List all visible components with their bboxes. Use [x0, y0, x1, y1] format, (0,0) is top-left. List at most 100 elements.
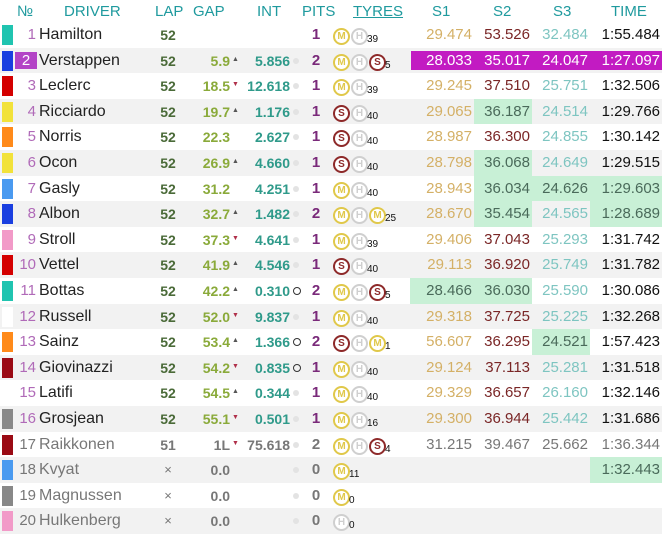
driver-name[interactable]: Sainz: [39, 333, 80, 351]
pit-count: 2: [311, 281, 321, 299]
sector-2-time: 35.017: [484, 51, 530, 69]
driver-name[interactable]: Albon: [39, 205, 80, 223]
lap-count: 52: [160, 410, 176, 427]
lap-count: 52: [160, 231, 176, 248]
table-row[interactable]: 20 Hulkenberg × 0.0 0 H 0: [0, 508, 662, 534]
driver-name[interactable]: Norris: [39, 128, 82, 146]
table-row[interactable]: 4 Ricciardo 52 19.7 ▲ 1.176 1 S H 40 29.065 36.187 2…: [0, 98, 662, 125]
table-row[interactable]: 9 Stroll 52 37.3 ▼ 4.641 1 M H 39 29.406 37.043 25.2…: [0, 227, 662, 253]
table-row[interactable]: 8 Albon 52 32.7 ▲ 1.482 2 M H M 25 28.670 35.454 24.5…: [0, 201, 662, 227]
col-header-no[interactable]: №: [17, 3, 34, 20]
table-row[interactable]: 15 Latifi 52 54.5 ▲ 0.344 1 M H 40 29.329 36.657 26.…: [0, 380, 662, 406]
driver-name[interactable]: Russell: [39, 307, 92, 325]
sector-1-time: [410, 483, 474, 509]
interval-value: 0.501: [254, 410, 290, 427]
col-header-pits[interactable]: PITS: [302, 3, 336, 20]
position-number: 1: [27, 26, 36, 43]
hard-tyre-icon: H: [351, 232, 368, 250]
sector-1-time: 28.943: [426, 179, 472, 197]
team-color-bar: [2, 434, 13, 455]
sector-2-time: [474, 483, 532, 509]
sector-2-time: 36.068: [474, 149, 532, 176]
driver-name[interactable]: Latifi: [39, 384, 73, 402]
pit-count: 1: [311, 26, 321, 43]
interval-value: 1.176: [254, 103, 290, 120]
medium-tyre-icon: M: [369, 335, 386, 353]
gap-value: 5.9: [210, 52, 230, 69]
table-row[interactable]: 7 Gasly 52 31.2 4.251 1 M H 40 28.943 36.034 24.626…: [0, 175, 662, 202]
table-row[interactable]: 5 Norris 52 22.3 2.627 1 S H 40 28.987 36.300 24.85…: [0, 124, 662, 150]
driver-name[interactable]: Bottas: [39, 281, 85, 299]
col-header-lap[interactable]: LAP: [155, 3, 184, 20]
driver-name[interactable]: Verstappen: [39, 51, 120, 69]
driver-name[interactable]: Stroll: [39, 230, 76, 248]
hard-tyre-icon: H: [351, 104, 368, 122]
driver-name[interactable]: Giovinazzi: [39, 358, 113, 376]
table-row[interactable]: 11 Bottas 52 42.2 ▲ 0.310 2 M H S 5 28.466 36.030 25.…: [0, 277, 662, 304]
medium-tyre-icon: M: [369, 207, 386, 225]
tyre-history: M H 40: [333, 383, 379, 404]
status-dot-icon: [293, 415, 299, 422]
trend-down-icon: ▼: [232, 234, 239, 242]
pit-count: 1: [311, 384, 321, 402]
table-row[interactable]: 13 Sainz 52 53.4 ▲ 1.366 2 S H M 1 56.607 36.295 24.5…: [0, 329, 662, 355]
driver-name[interactable]: Gasly: [39, 179, 80, 197]
interval-value: 75.618: [247, 436, 290, 453]
tyre-age: 40: [367, 161, 379, 173]
status-dot-icon: [293, 57, 299, 64]
pit-count: 0: [311, 486, 321, 504]
table-row[interactable]: 10 Vettel 52 41.9 ▲ 4.546 1 S H 40 29.113 36.920 25.…: [0, 252, 662, 278]
col-header-tyres[interactable]: TYRES: [353, 3, 404, 20]
col-header-driver[interactable]: DRIVER: [64, 3, 121, 20]
tyre-history: M H 40: [333, 179, 378, 199]
interval-value: 4.660: [254, 154, 290, 171]
medium-tyre-icon: M: [333, 463, 350, 481]
col-header-time[interactable]: TIME: [611, 3, 647, 20]
driver-name[interactable]: Ricciardo: [39, 102, 106, 120]
col-header-s2[interactable]: S2: [493, 3, 512, 20]
table-row[interactable]: 3 Leclerc 52 18.5 ▼ 12.618 1 M H 39 29.245 37.510 25…: [0, 73, 662, 99]
driver-name[interactable]: Hulkenberg: [39, 512, 121, 530]
driver-name[interactable]: Hamilton: [39, 26, 103, 43]
table-row[interactable]: 2 Verstappen 52 5.9 ▲ 5.856 2 M H S 5 28.033 35.017 2…: [0, 47, 662, 74]
trend-up-icon: ▲: [232, 209, 239, 217]
position-number: 18: [19, 461, 36, 479]
col-header-int[interactable]: INT: [257, 3, 282, 20]
table-row[interactable]: 16 Grosjean 52 55.1 ▼ 0.501 1 M H 16 29.300 36.944 2…: [0, 405, 662, 432]
table-row[interactable]: 6 Ocon 52 26.9 ▲ 4.660 1 S H 40 28.798 36.068 24.649…: [0, 149, 662, 176]
table-row[interactable]: 18 Kvyat × 0.0 0 M 11 1:32.443: [0, 457, 662, 483]
sector-2-time: [474, 457, 532, 483]
driver-name[interactable]: Raikkonen: [39, 435, 115, 453]
table-row[interactable]: 17 Raikkonen 51 1L ▼ 75.618 2 M H S 4 31.215 39.467 2…: [0, 432, 662, 458]
driver-name[interactable]: Vettel: [39, 256, 80, 274]
sector-1-time: 29.329: [426, 384, 472, 402]
driver-name[interactable]: Ocon: [39, 153, 78, 171]
interval-value: 4.251: [254, 180, 290, 197]
table-row[interactable]: 19 Magnussen × 0.0 0 M 0: [0, 483, 662, 509]
table-row[interactable]: 1 Hamilton 52 1 M H 39 29.474 53.526 32.484 1:55.4…: [0, 22, 662, 48]
col-header-gap[interactable]: GAP: [193, 3, 225, 20]
status-dot-icon: [293, 467, 299, 474]
driver-name[interactable]: Grosjean: [39, 409, 104, 427]
sector-1-time: [410, 457, 474, 483]
soft-tyre-icon: S: [369, 53, 386, 71]
table-row[interactable]: 12 Russell 52 52.0 ▼ 9.837 1 M H 40 29.318 37.725 25…: [0, 303, 662, 330]
team-color-bar: [2, 485, 13, 506]
table-row[interactable]: 14 Giovinazzi 52 54.2 ▼ 0.835 1 M H 40 29.124 37.11…: [0, 354, 662, 381]
driver-name[interactable]: Magnussen: [39, 486, 122, 504]
driver-name[interactable]: Leclerc: [39, 77, 91, 95]
sector-1-time: 29.065: [426, 102, 472, 120]
status-dot-icon: [293, 313, 299, 320]
gap-value: 26.9: [202, 154, 230, 171]
pit-count: 1: [311, 102, 321, 120]
lap-count: 52: [160, 27, 176, 43]
driver-name[interactable]: Kvyat: [39, 461, 80, 479]
sector-1-time: 29.113: [427, 256, 472, 274]
col-header-s3[interactable]: S3: [553, 3, 572, 20]
interval-value: 0.835: [254, 359, 290, 376]
col-header-s1[interactable]: S1: [432, 3, 451, 20]
gap-value: 41.9: [202, 257, 230, 274]
hard-tyre-icon: H: [351, 53, 368, 71]
tyre-age: 40: [367, 392, 379, 404]
